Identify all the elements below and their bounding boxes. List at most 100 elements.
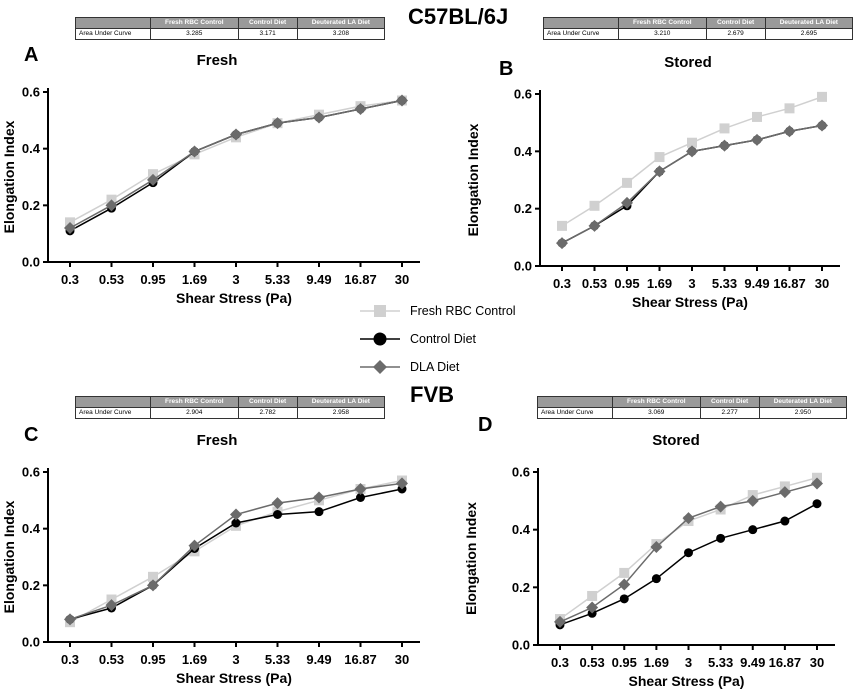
data-point-fresh-rbc-control	[557, 220, 567, 231]
y-tick-label: 0.6	[514, 87, 532, 102]
auc-row-label: Area Under Curve	[75, 407, 151, 419]
data-point-dla-diet	[621, 196, 633, 209]
legend-item-control-diet: Control Diet	[360, 330, 476, 348]
data-point-dla-diet	[105, 199, 118, 212]
x-axis-title: Shear Stress (Pa)	[176, 670, 292, 686]
y-tick-label: 0.6	[22, 85, 40, 100]
y-tick-label: 0.2	[22, 578, 40, 593]
data-point-control-diet	[748, 525, 758, 535]
data-point-fresh-rbc-control	[589, 200, 600, 211]
auc-header: Deuterated LA Diet	[758, 396, 848, 408]
data-point-fresh-rbc-control	[587, 590, 598, 601]
auc-row-label: Area Under Curve	[537, 407, 613, 419]
auc-header: Fresh RBC Control	[150, 17, 239, 29]
data-point-control-diet	[716, 533, 726, 543]
data-point-dla-diet	[816, 119, 828, 132]
data-point-dla-diet	[554, 615, 566, 628]
auc-table-d: Fresh RBC Control Control Diet Deuterated …	[537, 396, 848, 419]
data-point-dla-diet	[313, 111, 325, 124]
data-point-dla-diet	[354, 483, 367, 495]
auc-value: 2.782	[237, 407, 298, 419]
data-point-dla-diet	[588, 219, 601, 232]
data-point-dla-diet	[64, 222, 76, 234]
data-point-control-diet	[780, 516, 790, 526]
auc-header: Control Diet	[237, 396, 298, 408]
x-tick-label: 1.69	[182, 652, 207, 667]
x-tick-label: 3	[232, 272, 239, 287]
data-point-dla-diet	[396, 94, 408, 107]
data-point-fresh-rbc-control	[817, 91, 827, 102]
strain-title-c57bl6j: C57BL/6J	[408, 4, 509, 29]
y-axis-title: Elongation Index	[1, 120, 17, 233]
data-point-dla-diet	[64, 613, 76, 626]
y-tick-label: 0.4	[512, 522, 531, 537]
data-point-dla-diet	[354, 103, 367, 115]
data-point-dla-diet	[746, 494, 759, 507]
data-point-dla-diet	[396, 477, 408, 490]
x-tick-label: 0.95	[612, 655, 637, 670]
auc-value: 3.285	[150, 28, 239, 40]
data-point-dla-diet	[778, 486, 791, 499]
line-chart-d: 0.0 0.2 0.4 0.6 0.3 0.53 0.95 1.69 3 5.33 9.49 16.8…	[463, 465, 835, 689]
y-axis-title: Elongation Index	[463, 502, 479, 615]
x-tick-label: 1.69	[182, 272, 207, 287]
auc-header: Deuterated LA Diet	[296, 17, 386, 29]
y-tick-label: 0.4	[22, 521, 41, 536]
auc-value: 2.695	[764, 28, 854, 40]
x-tick-label: 0.3	[551, 655, 569, 670]
panel-label-d: D	[478, 414, 493, 436]
y-tick-label: 0.2	[22, 198, 40, 213]
x-tick-label: 0.53	[99, 272, 124, 287]
series-line-dla-diet	[69, 99, 403, 229]
x-tick-label: 5.33	[712, 276, 737, 291]
data-point-dla-diet	[653, 165, 666, 178]
series-line-dla-diet	[69, 482, 403, 621]
y-tick-label: 0.4	[22, 141, 41, 156]
line-chart-c: 0.0 0.2 0.4 0.6 0.3 0.53 0.95 1.69 3 5.33 9.49 16.8…	[1, 465, 420, 686]
chart-title-b: Stored	[664, 54, 712, 71]
panel-label-a: A	[24, 44, 39, 66]
data-point-control-diet	[314, 507, 324, 517]
chart-title-d: Stored	[652, 432, 700, 449]
y-axis-title: Elongation Index	[1, 500, 17, 613]
x-tick-label: 16.87	[773, 276, 806, 291]
x-tick-label: 5.33	[708, 655, 733, 670]
data-point-control-diet	[273, 510, 282, 519]
legend-item-dla-diet: DLA Diet	[360, 358, 459, 376]
auc-header: Fresh RBC Control	[618, 17, 707, 29]
auc-table-a: Fresh RBC Control Control Diet Deuterated …	[75, 17, 386, 40]
auc-value: 3.069	[612, 407, 701, 419]
x-tick-label: 16.87	[344, 652, 377, 667]
data-point-fresh-rbc-control	[687, 137, 697, 148]
x-tick-label: 0.95	[140, 272, 165, 287]
data-point-dla-diet	[271, 117, 284, 130]
data-point-dla-diet	[105, 599, 118, 612]
auc-row-label: Area Under Curve	[75, 28, 151, 40]
chart-title-c: Fresh	[196, 432, 238, 449]
panel-label-c: C	[24, 424, 39, 446]
auc-table-b: Fresh RBC Control Control Diet Deuterated …	[543, 17, 854, 40]
data-point-dla-diet	[230, 508, 242, 521]
auc-header: Fresh RBC Control	[612, 396, 701, 408]
x-tick-label: 9.49	[306, 652, 331, 667]
auc-value: 2.950	[758, 407, 848, 419]
data-point-fresh-rbc-control	[719, 123, 730, 134]
chart-title-a: Fresh	[196, 52, 238, 69]
legend-label: Fresh RBC Control	[410, 304, 516, 318]
y-tick-label: 0.0	[514, 259, 532, 274]
data-point-dla-diet	[682, 512, 695, 525]
data-point-dla-diet	[230, 128, 242, 141]
x-tick-label: 30	[810, 655, 824, 670]
data-point-dla-diet	[618, 578, 631, 591]
x-axis-title: Shear Stress (Pa)	[632, 294, 748, 310]
data-point-fresh-rbc-control	[784, 103, 795, 114]
x-tick-label: 9.49	[740, 655, 765, 670]
auc-header: Deuterated LA Diet	[764, 17, 854, 29]
x-tick-label: 16.87	[769, 655, 802, 670]
data-point-dla-diet	[586, 601, 599, 614]
x-tick-label: 0.53	[579, 655, 604, 670]
y-tick-label: 0.0	[22, 255, 40, 270]
auc-value: 2.679	[705, 28, 766, 40]
y-axis-title: Elongation Index	[465, 123, 481, 236]
data-point-control-diet	[619, 594, 629, 604]
